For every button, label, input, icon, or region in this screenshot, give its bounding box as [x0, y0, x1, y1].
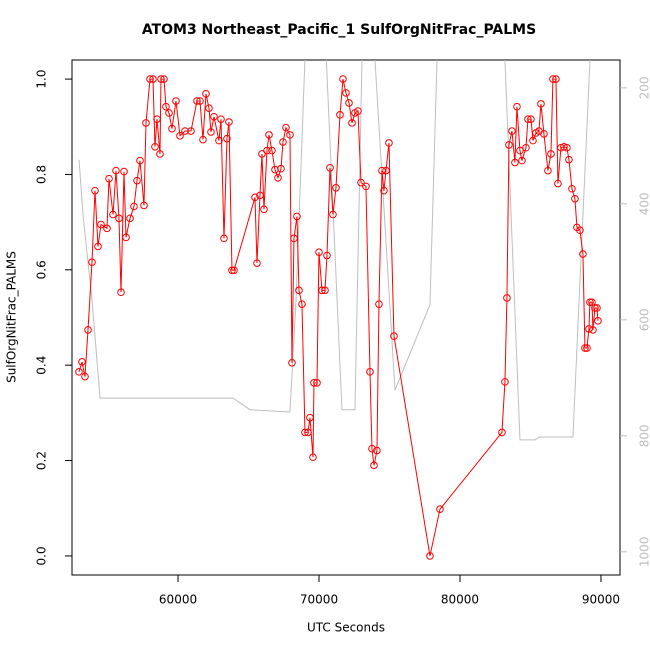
- y-tick-label: 0.4: [35, 356, 49, 375]
- y-tick-label: 1.0: [35, 70, 49, 89]
- x-tick-label: 60000: [159, 593, 197, 607]
- data-point: [76, 369, 83, 376]
- y2-tick-label: 1000: [638, 537, 650, 568]
- plot-area: [76, 30, 602, 559]
- y2-tick-label: 200: [638, 76, 650, 99]
- x-tick-label: 70000: [300, 593, 338, 607]
- x-tick-label: 90000: [582, 593, 620, 607]
- series-line: [79, 30, 595, 440]
- y2-tick-label: 800: [638, 424, 650, 447]
- y-tick-label: 0.8: [35, 165, 49, 184]
- series-line: [79, 79, 598, 556]
- plot-frame: [72, 60, 620, 575]
- y-tick-label: 0.0: [35, 546, 49, 565]
- y2-tick-label: 600: [638, 308, 650, 331]
- x-axis-label: UTC Seconds: [307, 621, 385, 635]
- y-tick-label: 0.2: [35, 451, 49, 470]
- chart-title: ATOM3 Northeast_Pacific_1 SulfOrgNitFrac…: [142, 22, 536, 38]
- y-axis-label: SulfOrgNitFrac_PALMS: [5, 251, 19, 383]
- y-tick-label: 0.6: [35, 260, 49, 279]
- y2-tick-label: 400: [638, 192, 650, 215]
- x-tick-label: 80000: [441, 593, 479, 607]
